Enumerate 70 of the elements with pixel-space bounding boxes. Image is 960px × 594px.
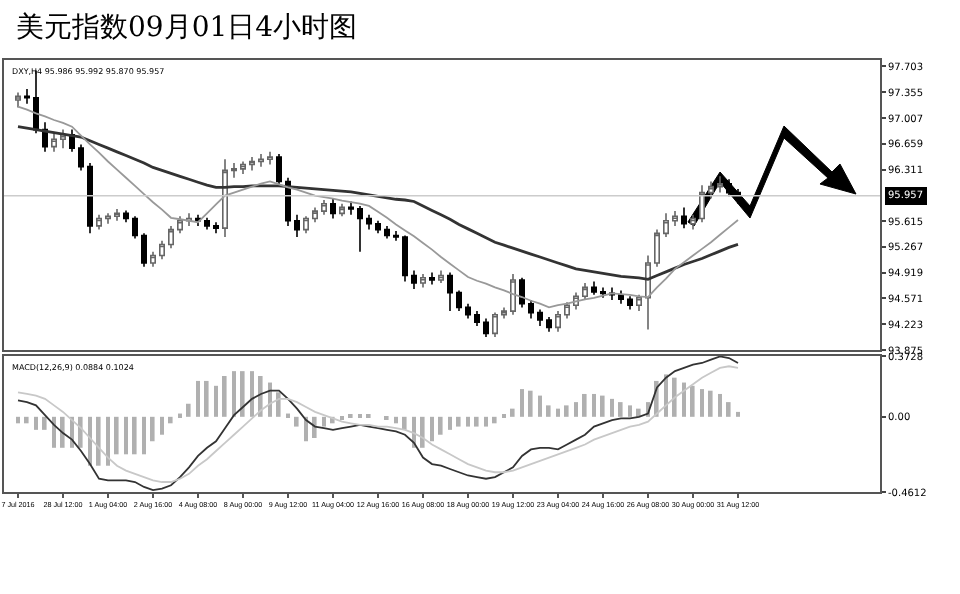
bar [510, 408, 515, 417]
bar [628, 405, 632, 417]
bar [24, 416, 29, 424]
bar [574, 402, 578, 417]
bar [484, 416, 488, 427]
bar [528, 390, 533, 417]
bar [168, 416, 173, 424]
bar [726, 402, 731, 417]
bar [448, 416, 452, 430]
bar [474, 416, 479, 427]
bar [592, 393, 596, 417]
bar [276, 392, 281, 417]
bar [60, 416, 65, 448]
bar [538, 395, 542, 417]
bar [402, 416, 407, 430]
bar [250, 371, 254, 417]
bar [240, 371, 245, 417]
bar [466, 416, 470, 427]
bar [708, 390, 713, 417]
bar [132, 416, 137, 455]
bar [214, 385, 218, 417]
bar [456, 416, 461, 427]
bar [682, 382, 686, 417]
bar [582, 393, 587, 417]
bar [546, 405, 551, 417]
bar [114, 416, 119, 455]
bar [150, 416, 155, 442]
bar [600, 395, 605, 417]
candlestick [429, 271, 435, 286]
bar [520, 389, 524, 417]
bar [106, 416, 110, 466]
candlestick [15, 91, 21, 109]
bar [618, 402, 623, 417]
bar [438, 416, 443, 435]
bar [204, 380, 209, 417]
bar [160, 416, 164, 435]
bar [322, 416, 326, 427]
bar [34, 416, 38, 430]
bar [556, 408, 560, 417]
bar [690, 385, 695, 417]
bar [42, 416, 47, 430]
bar [142, 416, 146, 455]
bar [492, 416, 497, 424]
chart-title: 美元指数09月01日4小时图 [16, 12, 358, 44]
candlestick [420, 273, 426, 289]
line-series [16, 125, 740, 281]
bar [196, 380, 200, 417]
bar [96, 416, 101, 466]
bar [564, 405, 569, 417]
bar [394, 416, 398, 424]
candlestick [339, 202, 345, 218]
bar [124, 416, 128, 455]
line-series [17, 105, 739, 309]
bar [420, 416, 425, 448]
bar [700, 389, 704, 417]
bar [222, 376, 227, 417]
candlestick [681, 206, 687, 229]
bar [430, 416, 434, 442]
bar [736, 411, 740, 417]
bar [232, 371, 236, 417]
candlestick [438, 269, 444, 284]
bar [186, 403, 191, 417]
bar [718, 393, 722, 417]
bar [78, 416, 83, 448]
bar [294, 416, 299, 427]
bar [16, 416, 20, 424]
bar [672, 377, 677, 417]
bar [52, 416, 56, 448]
bar [610, 398, 614, 417]
candlestick [330, 197, 336, 220]
